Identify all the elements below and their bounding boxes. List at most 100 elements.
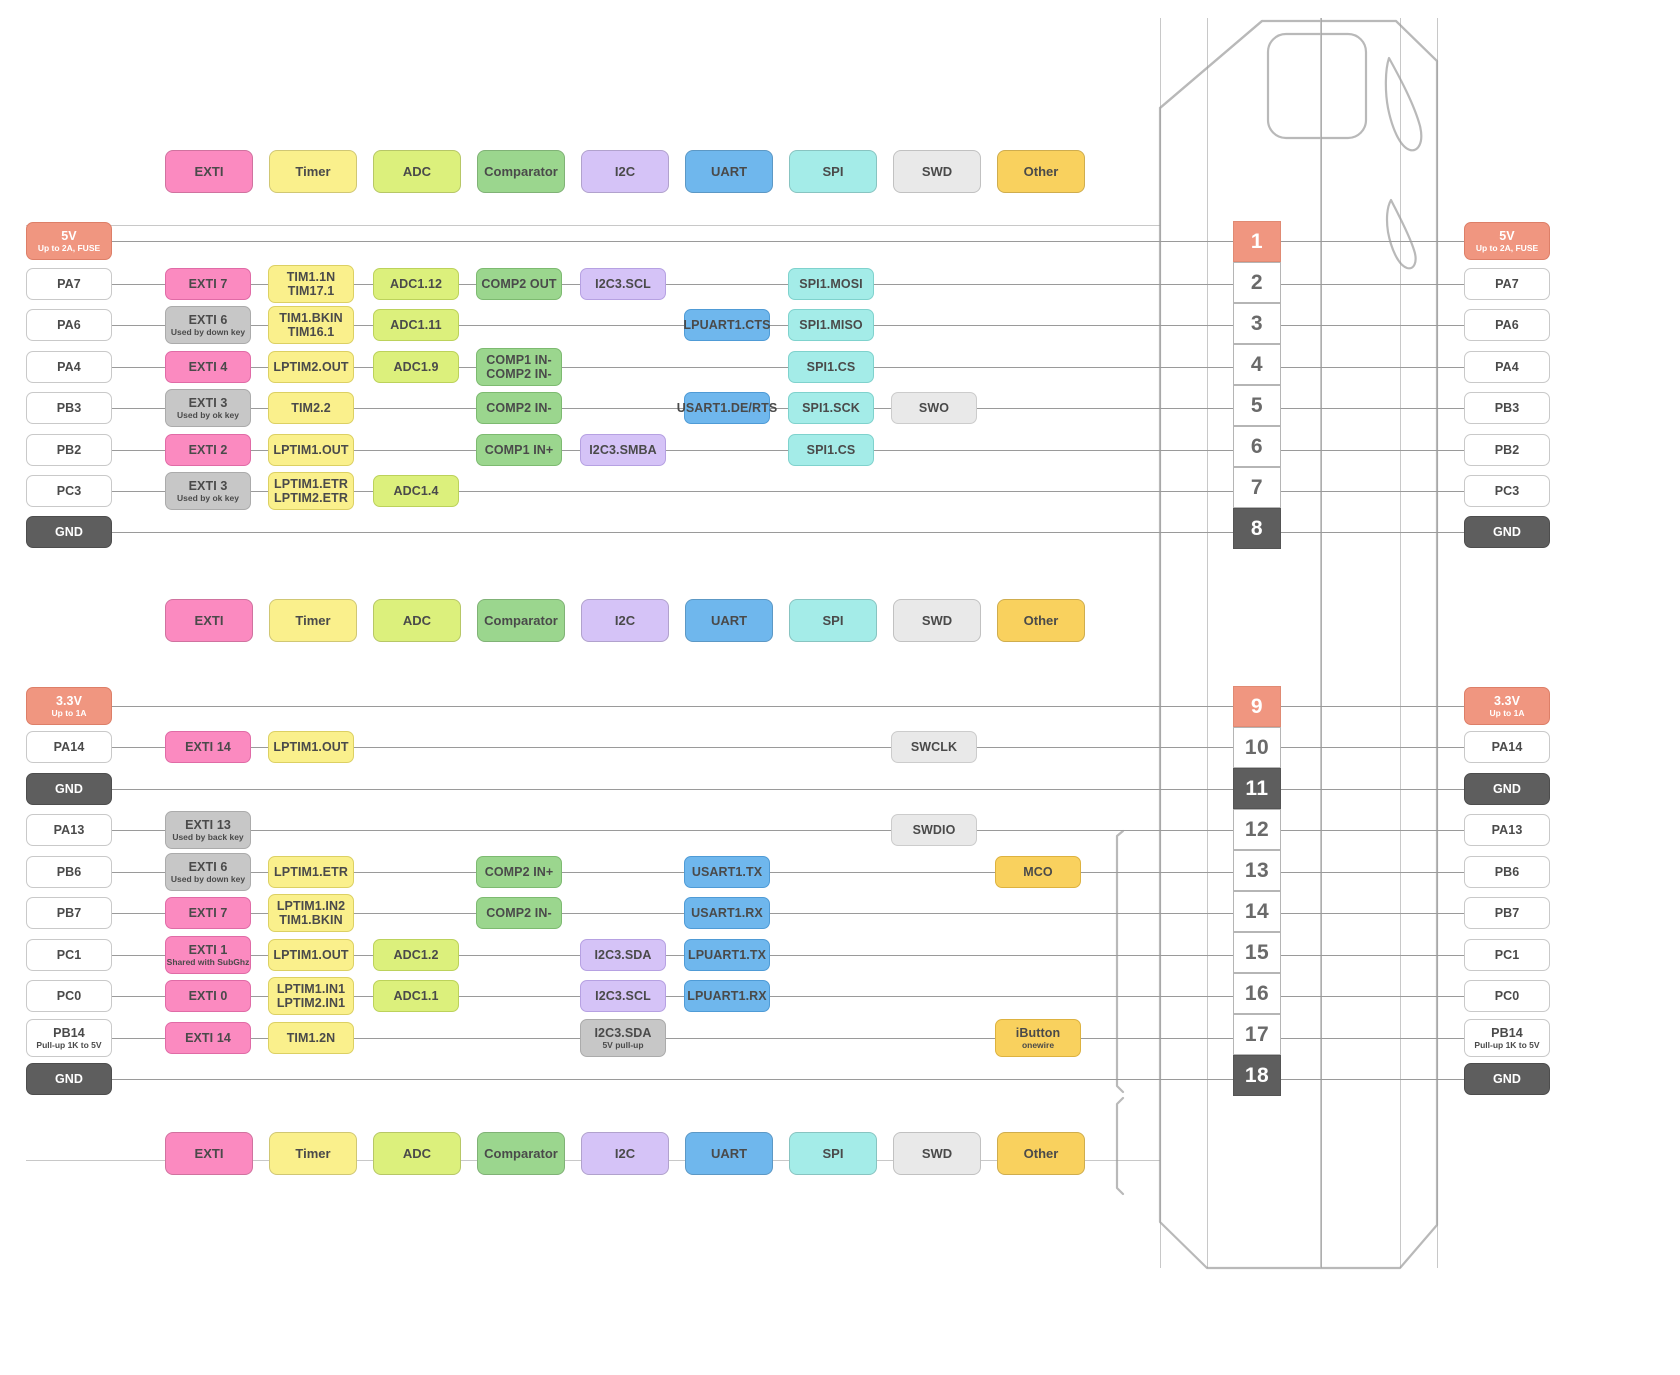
pin-label-right-PC0[interactable]: PC0 [1464, 980, 1550, 1012]
pin-label-right-PC3[interactable]: PC3 [1464, 475, 1550, 507]
pin-number-11[interactable]: 11 [1233, 768, 1281, 809]
pin-number-17[interactable]: 17 [1233, 1014, 1281, 1055]
function-chip-adc-pin2[interactable]: ADC1.12 [373, 268, 459, 300]
function-chip-exti-pin7[interactable]: EXTI 3 Used by ok key [165, 472, 251, 510]
function-chip-swd-pin10[interactable]: SWCLK [891, 731, 977, 763]
function-chip-uart-pin3[interactable]: LPUART1.CTS [683, 309, 771, 341]
pin-number-6[interactable]: 6 [1233, 426, 1281, 467]
pin-number-15[interactable]: 15 [1233, 932, 1281, 973]
pin-label-left-PA13[interactable]: PA13 [26, 814, 112, 846]
function-chip-timer-pin3[interactable]: TIM1.BKIN TIM16.1 [268, 306, 354, 344]
function-chip-exti-pin10[interactable]: EXTI 14 [165, 731, 251, 763]
function-chip-uart-pin16[interactable]: LPUART1.RX [684, 980, 770, 1012]
function-chip-timer-pin16[interactable]: LPTIM1.IN1 LPTIM2.IN1 [268, 977, 354, 1015]
function-chip-timer-pin14[interactable]: LPTIM1.IN2 TIM1.BKIN [268, 894, 354, 932]
function-chip-timer-pin13[interactable]: LPTIM1.ETR [268, 856, 354, 888]
function-chip-timer-pin10[interactable]: LPTIM1.OUT [268, 731, 354, 763]
function-chip-exti-pin15[interactable]: EXTI 1 Shared with SubGhz [165, 936, 251, 974]
function-chip-uart-pin13[interactable]: USART1.TX [684, 856, 770, 888]
pin-label-right-PB7[interactable]: PB7 [1464, 897, 1550, 929]
pin-number-4[interactable]: 4 [1233, 344, 1281, 385]
function-chip-adc-pin3[interactable]: ADC1.11 [373, 309, 459, 341]
function-chip-other-pin13[interactable]: MCO [995, 856, 1081, 888]
pin-number-12[interactable]: 12 [1233, 809, 1281, 850]
function-chip-swd-pin12[interactable]: SWDIO [891, 814, 977, 846]
pin-label-right-PA7[interactable]: PA7 [1464, 268, 1550, 300]
pin-label-right-3.3V[interactable]: 3.3V Up to 1A [1464, 687, 1550, 725]
function-chip-swd-pin5[interactable]: SWO [891, 392, 977, 424]
function-chip-comparator-pin6[interactable]: COMP1 IN+ [476, 434, 562, 466]
pin-label-left-PB3[interactable]: PB3 [26, 392, 112, 424]
function-chip-i2c-pin17[interactable]: I2C3.SDA 5V pull-up [580, 1019, 666, 1057]
pin-label-right-PB14[interactable]: PB14 Pull-up 1K to 5V [1464, 1019, 1550, 1057]
function-chip-spi-pin6[interactable]: SPI1.CS [788, 434, 874, 466]
function-chip-exti-pin6[interactable]: EXTI 2 [165, 434, 251, 466]
function-chip-timer-pin2[interactable]: TIM1.1N TIM17.1 [268, 265, 354, 303]
function-chip-timer-pin5[interactable]: TIM2.2 [268, 392, 354, 424]
pin-label-right-PA14[interactable]: PA14 [1464, 731, 1550, 763]
pin-label-left-3.3V[interactable]: 3.3V Up to 1A [26, 687, 112, 725]
pin-label-right-GND[interactable]: GND [1464, 516, 1550, 548]
pin-number-10[interactable]: 10 [1233, 727, 1281, 768]
pin-label-right-PA13[interactable]: PA13 [1464, 814, 1550, 846]
function-chip-comparator-pin14[interactable]: COMP2 IN- [476, 897, 562, 929]
pin-label-left-PC3[interactable]: PC3 [26, 475, 112, 507]
pin-number-3[interactable]: 3 [1233, 303, 1281, 344]
function-chip-comparator-pin2[interactable]: COMP2 OUT [476, 268, 562, 300]
pin-label-right-PA4[interactable]: PA4 [1464, 351, 1550, 383]
function-chip-exti-pin16[interactable]: EXTI 0 [165, 980, 251, 1012]
function-chip-spi-pin5[interactable]: SPI1.SCK [788, 392, 874, 424]
function-chip-spi-pin2[interactable]: SPI1.MOSI [788, 268, 874, 300]
pin-label-right-PB2[interactable]: PB2 [1464, 434, 1550, 466]
pin-number-14[interactable]: 14 [1233, 891, 1281, 932]
pin-number-5[interactable]: 5 [1233, 385, 1281, 426]
function-chip-comparator-pin4[interactable]: COMP1 IN- COMP2 IN- [476, 348, 562, 386]
function-chip-timer-pin6[interactable]: LPTIM1.OUT [268, 434, 354, 466]
pin-label-right-PB6[interactable]: PB6 [1464, 856, 1550, 888]
pin-label-left-GND[interactable]: GND [26, 773, 112, 805]
pin-label-left-PA6[interactable]: PA6 [26, 309, 112, 341]
function-chip-timer-pin4[interactable]: LPTIM2.OUT [268, 351, 354, 383]
pin-label-left-PA7[interactable]: PA7 [26, 268, 112, 300]
function-chip-adc-pin15[interactable]: ADC1.2 [373, 939, 459, 971]
function-chip-exti-pin17[interactable]: EXTI 14 [165, 1022, 251, 1054]
function-chip-spi-pin4[interactable]: SPI1.CS [788, 351, 874, 383]
function-chip-adc-pin7[interactable]: ADC1.4 [373, 475, 459, 507]
pin-number-13[interactable]: 13 [1233, 850, 1281, 891]
pin-number-2[interactable]: 2 [1233, 262, 1281, 303]
pin-number-1[interactable]: 1 [1233, 221, 1281, 262]
function-chip-i2c-pin2[interactable]: I2C3.SCL [580, 268, 666, 300]
function-chip-adc-pin16[interactable]: ADC1.1 [373, 980, 459, 1012]
pin-label-left-PC0[interactable]: PC0 [26, 980, 112, 1012]
function-chip-uart-pin5[interactable]: USART1.DE/RTS [677, 392, 777, 424]
pin-label-left-GND[interactable]: GND [26, 1063, 112, 1095]
function-chip-i2c-pin15[interactable]: I2C3.SDA [580, 939, 666, 971]
function-chip-exti-pin5[interactable]: EXTI 3 Used by ok key [165, 389, 251, 427]
function-chip-uart-pin14[interactable]: USART1.RX [684, 897, 770, 929]
pin-label-right-GND[interactable]: GND [1464, 1063, 1550, 1095]
pin-number-7[interactable]: 7 [1233, 467, 1281, 508]
function-chip-i2c-pin6[interactable]: I2C3.SMBA [580, 434, 666, 466]
pin-label-left-PB6[interactable]: PB6 [26, 856, 112, 888]
pin-label-right-5V[interactable]: 5V Up to 2A, FUSE [1464, 222, 1550, 260]
pin-label-left-PB2[interactable]: PB2 [26, 434, 112, 466]
pin-number-16[interactable]: 16 [1233, 973, 1281, 1014]
pin-label-left-PB14[interactable]: PB14 Pull-up 1K to 5V [26, 1019, 112, 1057]
pin-number-9[interactable]: 9 [1233, 686, 1281, 727]
pin-label-left-PA4[interactable]: PA4 [26, 351, 112, 383]
function-chip-comparator-pin13[interactable]: COMP2 IN+ [476, 856, 562, 888]
function-chip-spi-pin3[interactable]: SPI1.MISO [788, 309, 874, 341]
function-chip-exti-pin13[interactable]: EXTI 6 Used by down key [165, 853, 251, 891]
pin-label-left-PB7[interactable]: PB7 [26, 897, 112, 929]
pin-label-right-PB3[interactable]: PB3 [1464, 392, 1550, 424]
function-chip-exti-pin12[interactable]: EXTI 13 Used by back key [165, 811, 251, 849]
function-chip-other-pin17[interactable]: iButton onewire [995, 1019, 1081, 1057]
pin-label-left-PA14[interactable]: PA14 [26, 731, 112, 763]
pin-label-right-PC1[interactable]: PC1 [1464, 939, 1550, 971]
pin-label-left-PC1[interactable]: PC1 [26, 939, 112, 971]
pin-label-right-GND[interactable]: GND [1464, 773, 1550, 805]
function-chip-timer-pin15[interactable]: LPTIM1.OUT [268, 939, 354, 971]
pin-label-left-5V[interactable]: 5V Up to 2A, FUSE [26, 222, 112, 260]
function-chip-exti-pin4[interactable]: EXTI 4 [165, 351, 251, 383]
function-chip-i2c-pin16[interactable]: I2C3.SCL [580, 980, 666, 1012]
